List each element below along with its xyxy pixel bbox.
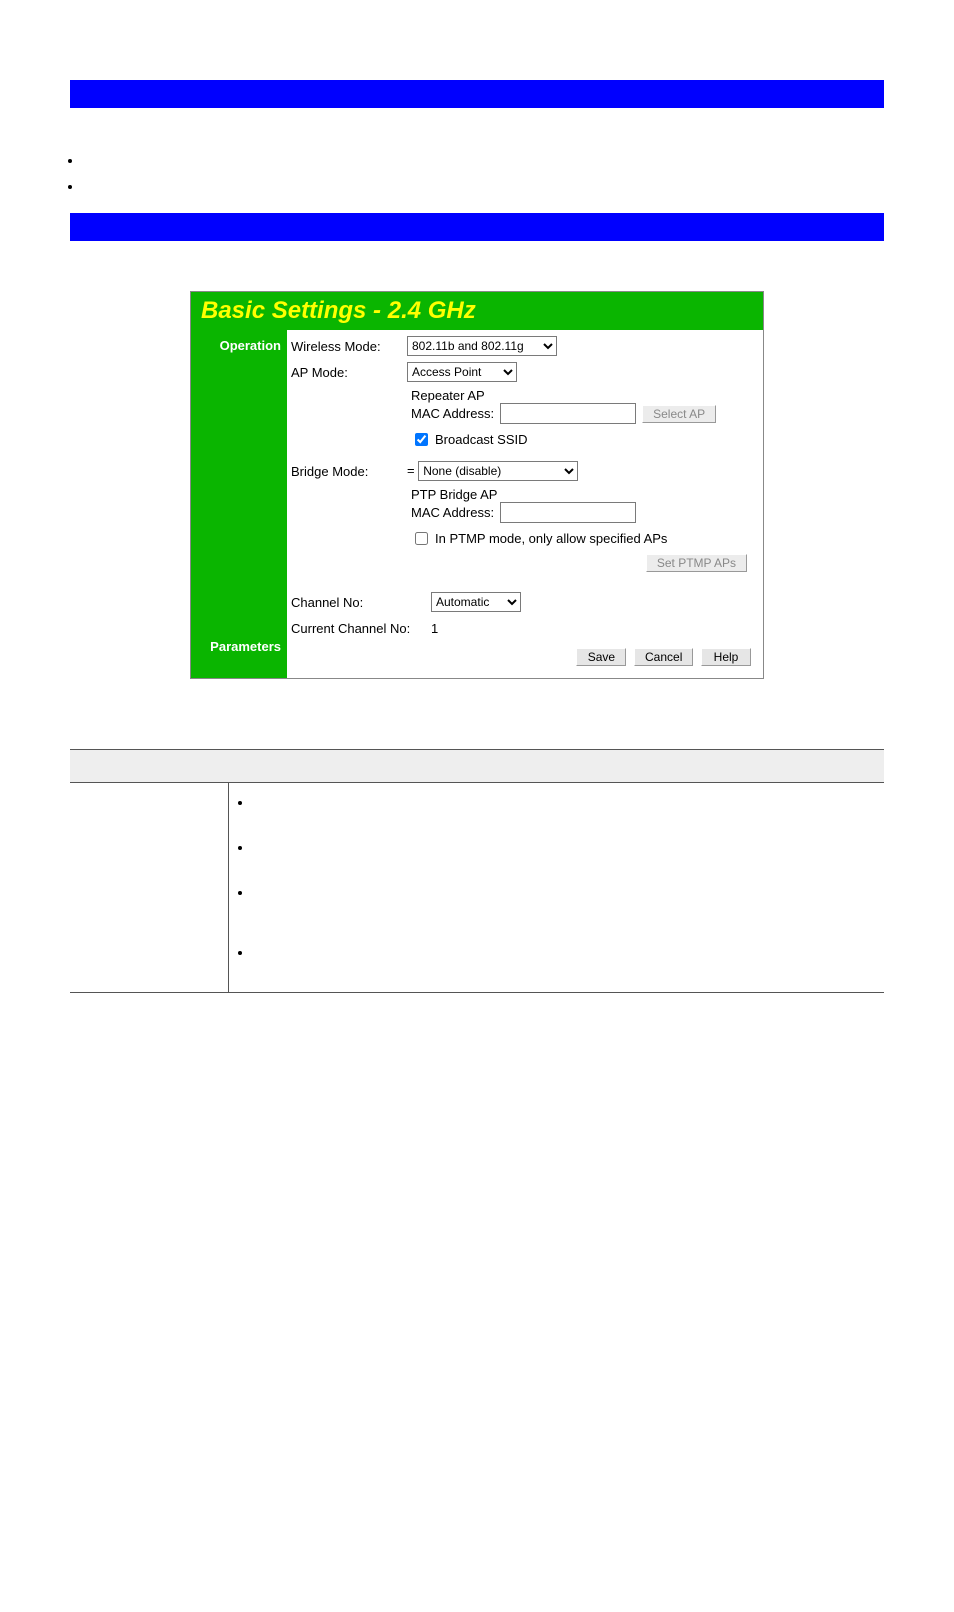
repeater-mac-label: MAC Address: xyxy=(411,406,494,421)
panel-content: Wireless Mode: 802.11b and 802.11g AP Mo… xyxy=(287,330,763,678)
ap-mode-select[interactable]: Access Point xyxy=(407,362,517,382)
definition-bullet-3 xyxy=(253,885,876,915)
panel-side: Operation Parameters xyxy=(191,330,287,678)
ptp-mac-input[interactable] xyxy=(500,502,636,523)
definition-table xyxy=(70,749,884,993)
intro-bullet-list xyxy=(70,153,884,193)
wireless-mode-label: Wireless Mode: xyxy=(291,336,407,354)
bridge-mode-label: Bridge Mode: xyxy=(291,461,407,479)
channel-no-select[interactable]: Automatic xyxy=(431,592,521,612)
definition-bullet-2 xyxy=(253,840,876,855)
panel-button-row: Save Cancel Help xyxy=(291,642,755,670)
panel-title: Basic Settings - 2.4 GHz xyxy=(191,292,763,330)
broadcast-ssid-label: Broadcast SSID xyxy=(435,432,528,447)
ptmp-only-checkbox[interactable] xyxy=(415,532,428,545)
decorative-bar-top xyxy=(70,80,884,108)
definition-desc-cell xyxy=(229,783,885,993)
table-row xyxy=(70,783,884,993)
repeater-ap-label: Repeater AP xyxy=(411,388,755,403)
intro-bullet-1 xyxy=(82,153,884,167)
wireless-mode-select[interactable]: 802.11b and 802.11g xyxy=(407,336,557,356)
settings-panel: Basic Settings - 2.4 GHz Operation Param… xyxy=(190,291,764,679)
ptp-mac-label: MAC Address: xyxy=(411,505,494,520)
ap-mode-label: AP Mode: xyxy=(291,362,407,380)
save-button[interactable]: Save xyxy=(576,648,626,666)
set-ptmp-button[interactable]: Set PTMP APs xyxy=(646,554,747,572)
intro-bullet-2 xyxy=(82,179,884,193)
broadcast-ssid-checkbox[interactable] xyxy=(415,433,428,446)
definition-term-cell xyxy=(70,783,229,993)
decorative-bar-mid xyxy=(70,213,884,241)
definition-bullet-4 xyxy=(253,945,876,960)
definition-table-header xyxy=(70,750,884,783)
current-channel-value: 1 xyxy=(431,618,755,636)
help-button[interactable]: Help xyxy=(701,648,751,666)
current-channel-label: Current Channel No: xyxy=(291,618,431,636)
definition-bullet-1 xyxy=(253,795,876,810)
side-label-operation: Operation xyxy=(191,330,281,353)
cancel-button[interactable]: Cancel xyxy=(634,648,693,666)
repeater-mac-input[interactable] xyxy=(500,403,636,424)
bridge-mode-select[interactable]: None (disable) xyxy=(418,461,578,481)
ptmp-only-label: In PTMP mode, only allow specified APs xyxy=(435,531,667,546)
channel-no-label: Channel No: xyxy=(291,592,431,610)
ptp-bridge-label: PTP Bridge AP xyxy=(411,487,755,502)
select-ap-button[interactable]: Select AP xyxy=(642,405,716,423)
side-label-parameters: Parameters xyxy=(191,631,281,654)
